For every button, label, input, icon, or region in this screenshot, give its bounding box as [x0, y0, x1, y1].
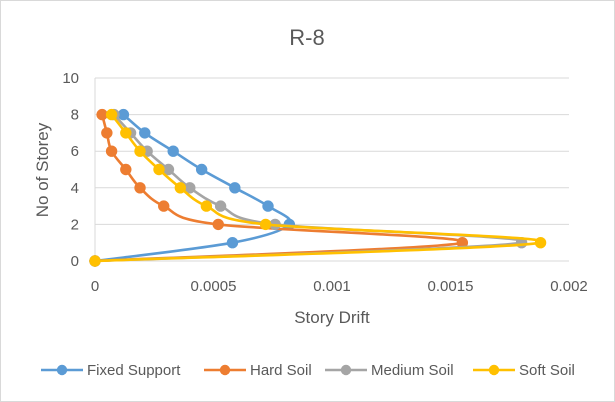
axes: 0 2 4 6 8 10 0 0.0005 0.001 0.0015 0.002	[62, 70, 587, 295]
data-point	[139, 127, 151, 139]
legend-marker	[219, 364, 231, 376]
data-point	[259, 218, 272, 231]
y-tick-label: 2	[71, 216, 79, 233]
data-point	[101, 127, 113, 139]
data-point	[105, 108, 118, 121]
data-point	[117, 108, 130, 121]
legend-label: Soft Soil	[519, 362, 575, 379]
x-tick-label: 0	[91, 278, 99, 295]
data-point	[226, 237, 239, 249]
legend-marker	[56, 364, 68, 376]
data-point	[158, 200, 170, 212]
y-tick-label: 0	[71, 253, 79, 270]
y-tick-label: 8	[71, 107, 79, 124]
data-point	[214, 200, 227, 212]
data-point	[212, 218, 224, 231]
series-fixed-support	[89, 108, 296, 267]
legend-item: Soft Soil	[473, 362, 575, 379]
legend-item: Hard Soil	[204, 362, 312, 379]
y-tick-label: 4	[71, 180, 79, 197]
legend-marker	[340, 364, 352, 376]
data-point	[105, 145, 118, 157]
data-point	[195, 163, 208, 176]
legend-label: Fixed Support	[87, 362, 181, 379]
y-axis-title: No of Storey	[33, 122, 52, 217]
legend-label: Medium Soil	[371, 362, 454, 379]
legend-item: Medium Soil	[325, 362, 454, 379]
data-point	[200, 200, 213, 212]
data-point	[153, 163, 165, 176]
data-point	[229, 182, 241, 194]
series-soft-soil	[89, 108, 547, 267]
data-point	[174, 182, 187, 194]
y-tick-label: 6	[71, 143, 79, 160]
legend-marker	[488, 364, 500, 376]
x-tick-label: 0.0015	[428, 278, 474, 295]
chart-title: R-8	[289, 25, 324, 50]
x-tick-label: 0.001	[313, 278, 351, 295]
x-axis-title: Story Drift	[294, 308, 370, 327]
series-layer	[89, 108, 547, 267]
legend-label: Hard Soil	[250, 362, 312, 379]
y-tick-label: 10	[62, 70, 79, 87]
x-tick-label: 0.002	[550, 278, 588, 295]
data-point	[120, 163, 132, 176]
data-point	[134, 145, 146, 157]
legend: Fixed Support Hard Soil Medium Soil Soft So…	[41, 362, 575, 379]
data-point	[89, 255, 101, 267]
data-point	[167, 145, 179, 157]
data-point	[96, 108, 108, 121]
data-point	[534, 237, 547, 249]
data-point	[262, 200, 274, 212]
data-point	[120, 127, 132, 139]
data-point	[134, 182, 146, 194]
legend-item: Fixed Support	[41, 362, 181, 379]
x-tick-label: 0.0005	[191, 278, 237, 295]
